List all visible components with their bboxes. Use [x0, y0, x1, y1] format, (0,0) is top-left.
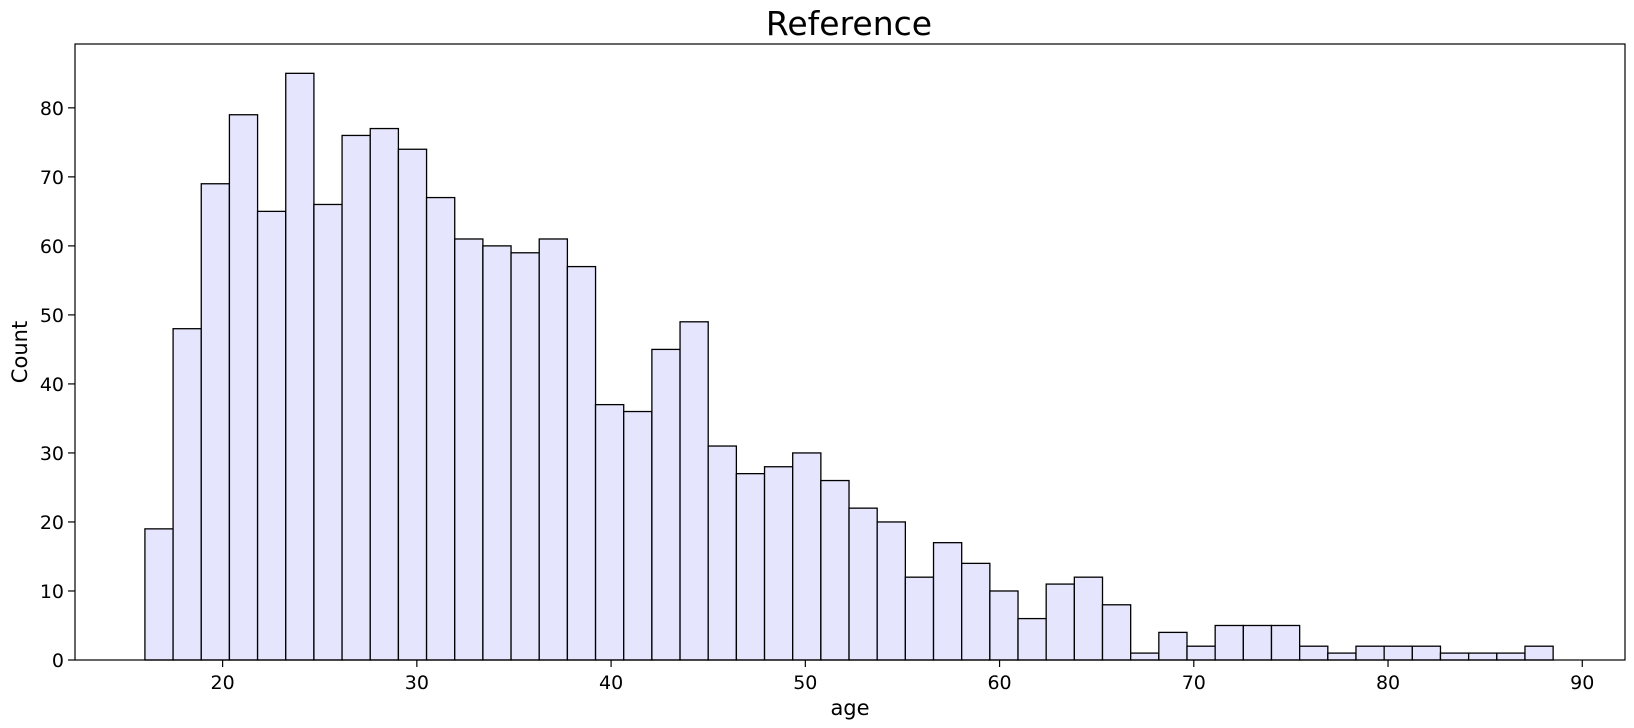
x-axis-ticks: 20 30 40 50 60 70 80 90 — [211, 660, 1594, 694]
x-tick-label: 70 — [1182, 672, 1206, 694]
histogram-bar — [594, 403, 625, 661]
histogram-bar — [707, 445, 738, 661]
histogram-bar — [989, 590, 1019, 661]
histogram-bar — [172, 328, 202, 661]
histogram-bar — [1242, 624, 1273, 661]
x-tick-label: 90 — [1570, 672, 1594, 694]
x-tick-label: 40 — [599, 672, 623, 694]
y-tick-label: 70 — [40, 167, 64, 189]
histogram-bar — [1327, 652, 1357, 661]
histogram-bar — [735, 472, 766, 661]
plot-frame — [74, 43, 1626, 661]
histogram-bar — [1073, 576, 1104, 661]
x-axis-label: age — [830, 696, 869, 720]
histogram-bar — [904, 576, 935, 661]
x-tick-label: 30 — [405, 672, 429, 694]
y-tick-label: 0 — [52, 650, 64, 672]
histogram-bar — [397, 148, 428, 661]
histogram-bar — [1496, 652, 1526, 661]
histogram-bar — [538, 238, 569, 661]
histogram-bar — [848, 507, 878, 661]
histogram-bar — [482, 245, 512, 661]
chart-title: Reference — [766, 4, 932, 43]
y-tick-label: 50 — [40, 305, 64, 327]
histogram-bar — [1270, 624, 1301, 661]
histogram-bar — [1158, 631, 1188, 661]
histogram-bar — [1467, 652, 1498, 661]
histogram-bar — [1214, 624, 1244, 661]
y-tick-label: 60 — [40, 236, 64, 258]
histogram-bar — [454, 238, 484, 661]
histogram-bar — [961, 562, 991, 661]
histogram-bar — [623, 410, 653, 661]
y-tick-label: 10 — [40, 581, 64, 603]
x-tick-label: 80 — [1376, 672, 1400, 694]
histogram-bar — [1524, 645, 1554, 661]
histogram-bar — [1355, 645, 1385, 661]
x-tick-label: 20 — [211, 672, 235, 694]
histogram-bar — [763, 466, 794, 661]
histogram-bar — [1017, 617, 1047, 661]
histogram-bar — [1186, 645, 1216, 661]
histogram-bar — [566, 265, 597, 661]
histogram-bar — [1101, 604, 1132, 661]
histogram-bar — [510, 252, 540, 661]
y-tick-label: 30 — [40, 443, 64, 465]
histogram-bar — [1299, 645, 1329, 661]
histogram-bar — [1130, 652, 1160, 661]
histogram-bar — [341, 134, 371, 661]
histogram-bar — [1383, 645, 1413, 661]
y-tick-label: 80 — [40, 98, 64, 120]
bars-group — [144, 72, 1554, 661]
histogram-bar — [228, 114, 259, 661]
y-tick-label: 40 — [40, 374, 64, 396]
histogram-bar — [1411, 645, 1442, 661]
histogram-bar — [1439, 652, 1470, 661]
histogram-bar — [285, 72, 315, 661]
histogram-bar — [792, 452, 822, 661]
x-tick-label: 50 — [793, 672, 817, 694]
histogram-bar — [876, 521, 907, 661]
histogram-bar — [313, 203, 343, 661]
histogram-bar — [651, 348, 681, 661]
y-tick-label: 20 — [40, 512, 64, 534]
histogram-bar — [369, 127, 400, 661]
y-axis-label: Count — [8, 321, 32, 383]
histogram-bar — [256, 210, 287, 661]
x-tick-label: 60 — [987, 672, 1011, 694]
histogram-bar — [200, 183, 231, 661]
histogram-bar — [820, 479, 850, 661]
y-axis-ticks: 0 10 20 30 40 50 60 70 80 — [40, 98, 75, 672]
histogram-bar — [932, 542, 963, 661]
histogram-bar — [425, 196, 456, 661]
histogram-bar — [679, 321, 709, 661]
histogram-bar — [1045, 583, 1075, 661]
histogram-bar — [144, 528, 174, 661]
